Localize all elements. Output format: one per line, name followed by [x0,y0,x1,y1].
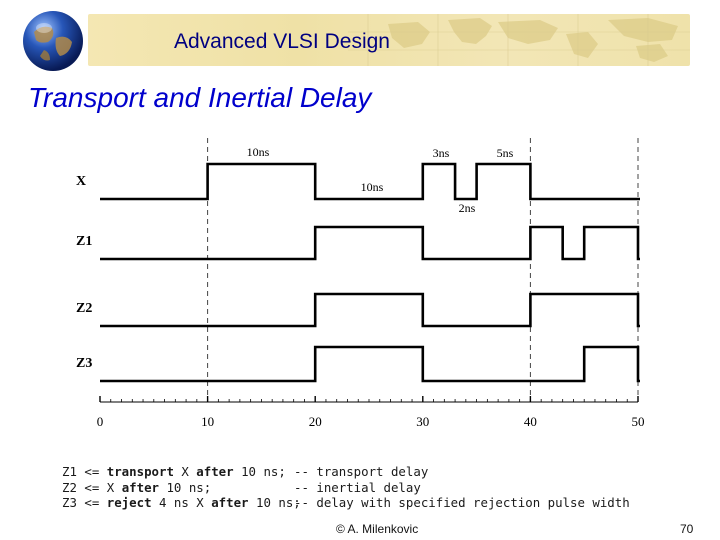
axis-tick-label: 30 [416,414,429,429]
world-map-watermark [348,14,690,66]
header-banner: Advanced VLSI Design [0,0,720,72]
code-comment: -- transport delay [294,464,429,479]
waveforms [100,162,640,383]
globe-icon [23,11,83,71]
code-line: Z2 <= X after 10 ns; -- inertial delay [62,480,630,496]
pulse-width-label: 2ns [459,201,476,215]
code-text: 4 ns X [151,495,212,510]
pulse-width-label: 10ns [361,180,384,194]
signal-label: Z3 [76,356,92,371]
code-line: Z3 <= reject 4 ns X after 10 ns;-- delay… [62,495,630,511]
code-keyword: after [211,495,249,510]
signal-labels: X Z1 Z2 Z3 [76,174,92,371]
code-text: 10 ns; [248,495,301,510]
code-text: 10 ns; [159,479,212,495]
page-number: 70 [680,522,694,536]
pulse-width-label: 10ns [247,145,270,159]
waveform-z1 [100,225,640,261]
signal-label: Z2 [76,301,92,316]
code-comment: -- inertial delay [294,479,421,495]
pulse-annotations: 10ns 10ns 3ns 2ns 5ns [247,145,514,215]
slide-title: Transport and Inertial Delay [28,82,372,113]
code-text: <= [76,495,107,510]
axis-tick-label: 50 [632,414,645,429]
timing-diagram: X Z1 Z2 Z3 0 10 20 30 40 50 10ns 10ns 3ns 2ns 5n… [76,138,645,429]
code-signal: Z1 [62,464,77,479]
code-keyword: reject [106,495,152,510]
code-text: 10 ns; [233,464,286,479]
waveform-x [100,162,640,201]
vhdl-code-block: Z1 <= transport X after 10 ns; -- transpo… [62,464,630,511]
axis-tick-label: 10 [201,414,214,429]
waveform-z3 [100,345,640,383]
code-signal: Z2 [62,479,77,495]
code-text: <= X [76,479,122,495]
code-line: Z1 <= transport X after 10 ns; -- transpo… [62,464,630,480]
waveform-z2 [100,292,640,328]
signal-label: Z1 [76,234,92,249]
pulse-width-label: 3ns [433,146,450,160]
code-keyword: transport [106,464,174,479]
author-credit: © A. Milenkovic [336,522,419,536]
code-text: <= [76,464,107,479]
time-axis: 0 10 20 30 40 50 [97,396,645,429]
code-keyword: after [196,464,234,479]
axis-tick-label: 40 [524,414,537,429]
code-keyword: after [121,479,159,495]
axis-tick-label: 20 [309,414,322,429]
code-signal: Z3 [62,495,77,510]
axis-tick-label: 0 [97,414,104,429]
course-title: Advanced VLSI Design [174,30,390,53]
pulse-width-label: 5ns [497,146,514,160]
signal-label: X [76,174,86,189]
code-comment: -- delay with specified rejection pulse … [294,495,630,510]
code-text: X [173,464,197,479]
